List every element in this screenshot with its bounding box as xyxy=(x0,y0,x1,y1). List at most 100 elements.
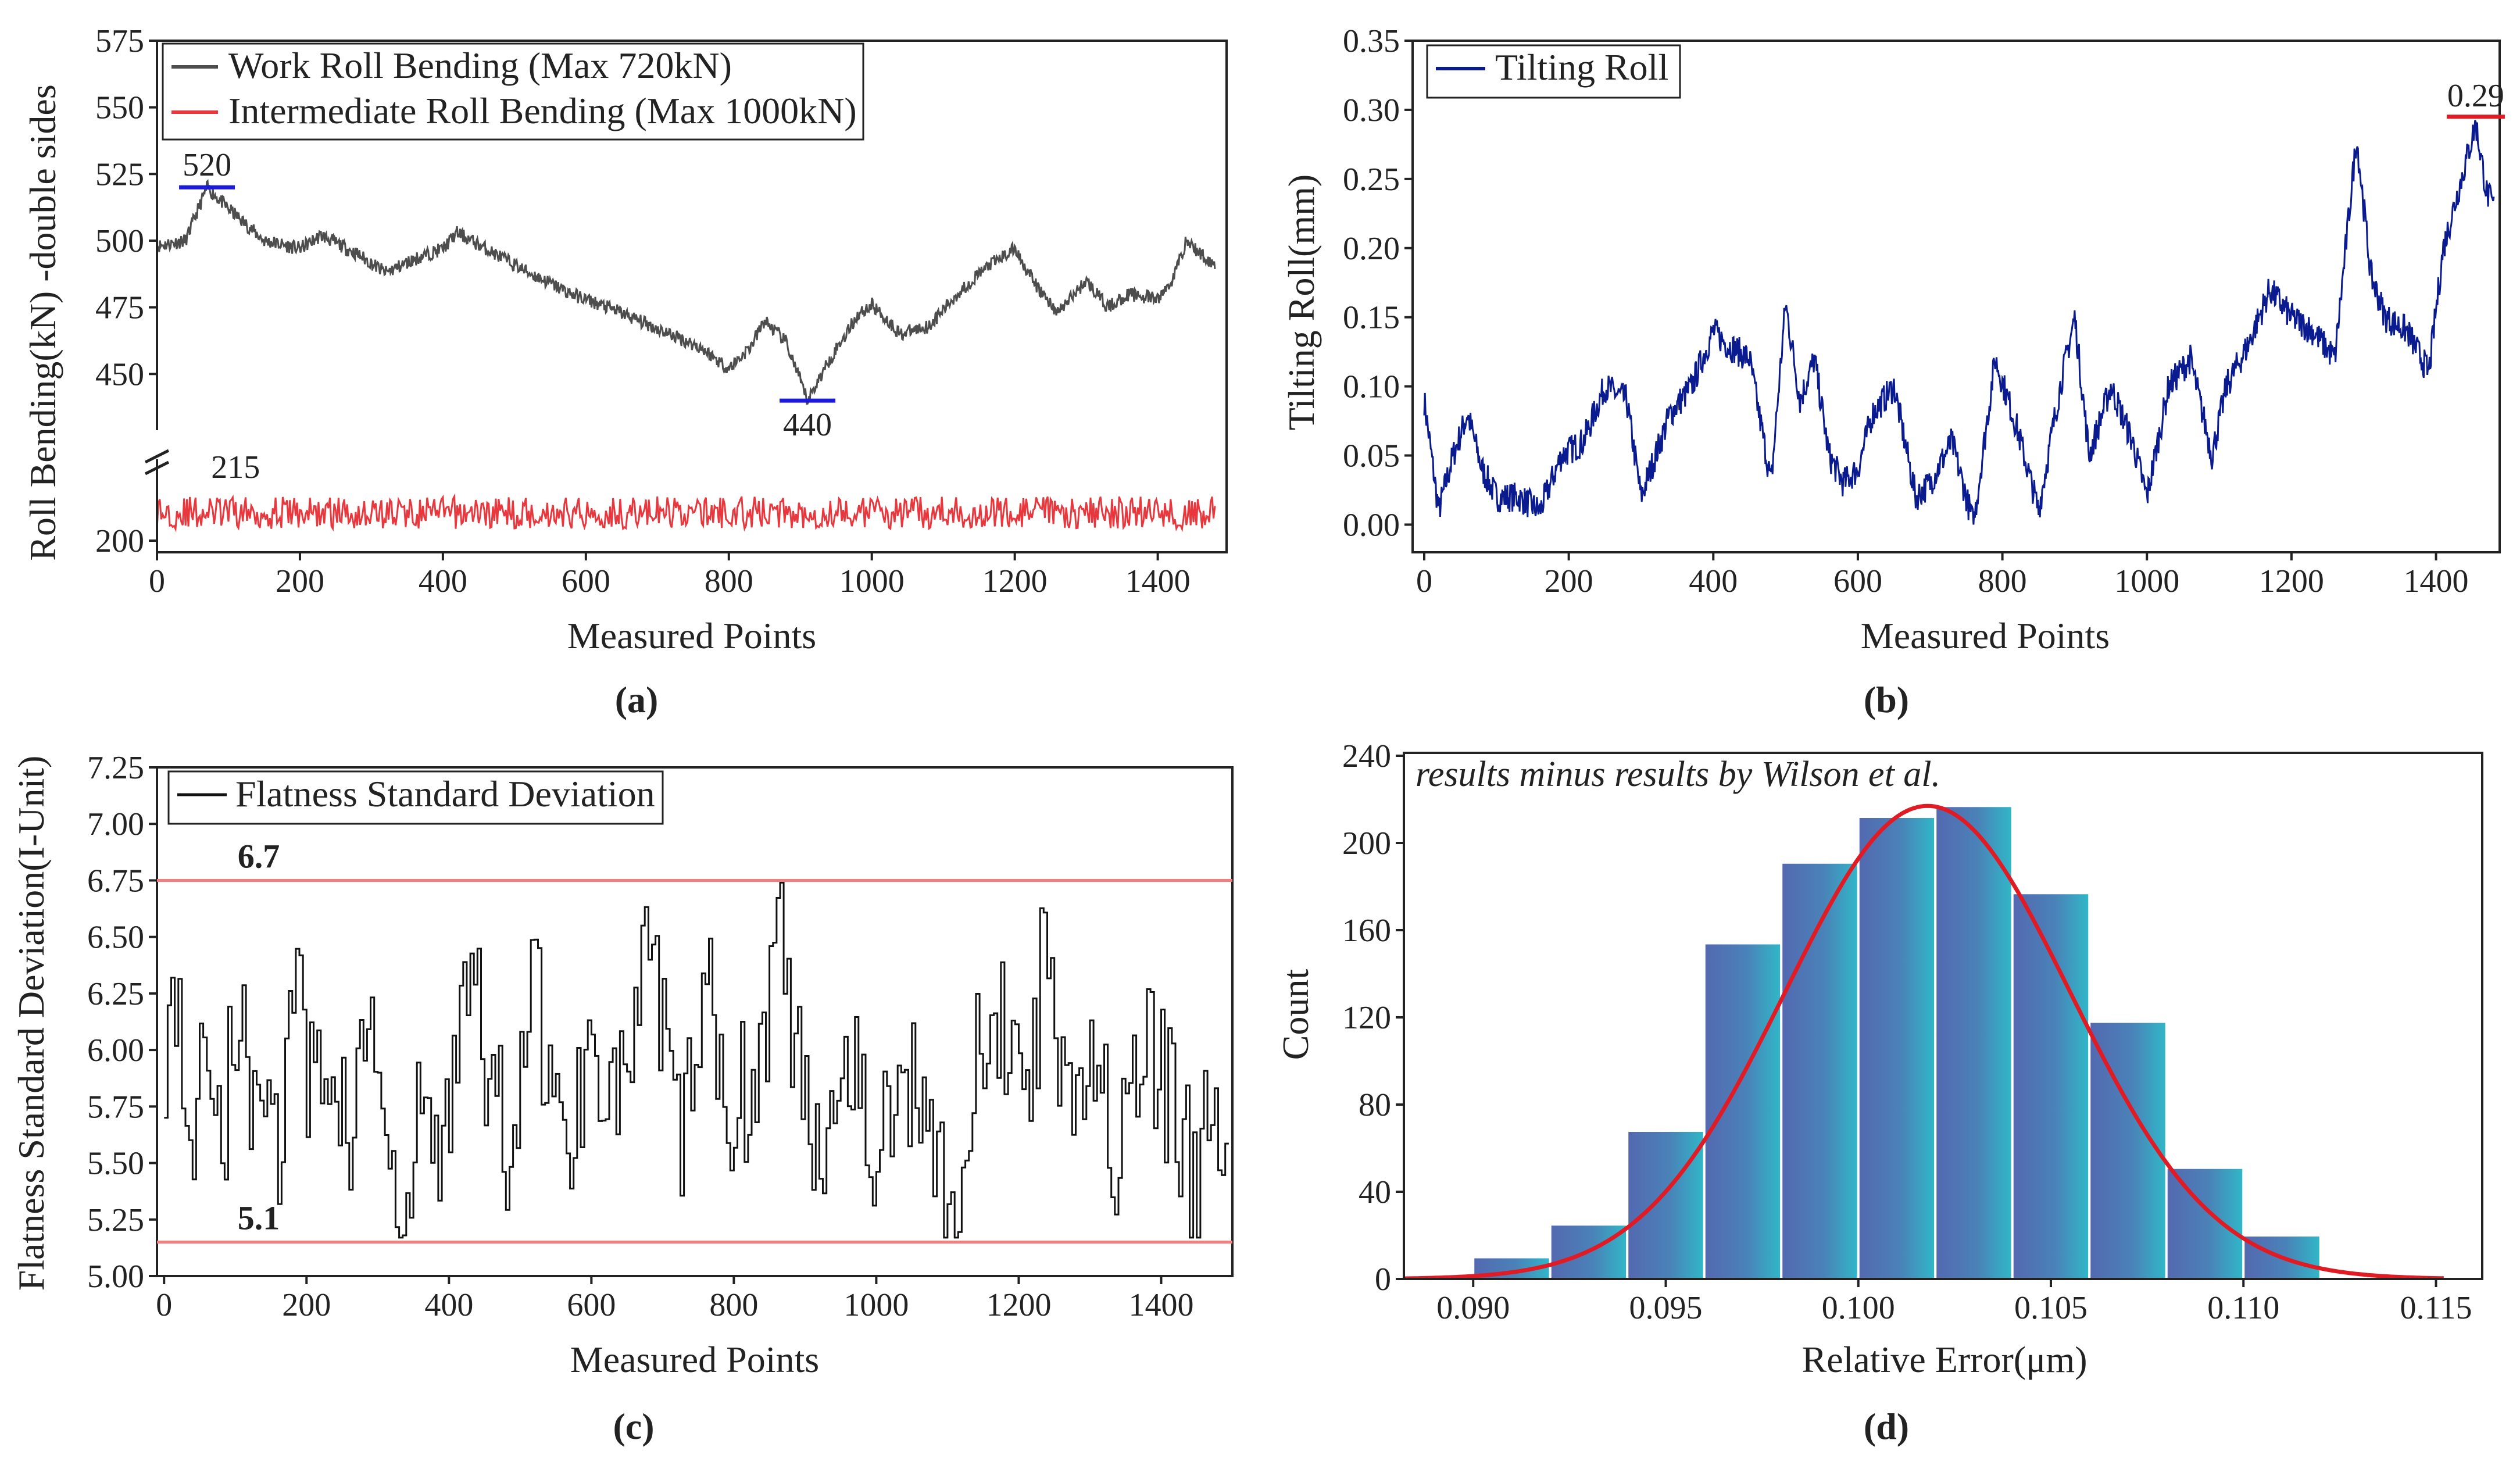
panel-d-xtick-label: 0.100 xyxy=(1822,1290,1895,1326)
panel-b-frame xyxy=(1411,40,2501,553)
panel-b-ylabel: Tilting Roll(mm) xyxy=(1281,174,1322,430)
histogram-bar xyxy=(2165,1166,2245,1279)
panel-a: 0 200 400 600 800 1000 1200 1400 45047550052555… xyxy=(22,23,1228,720)
panel-b-xtick-label: 400 xyxy=(1689,563,1738,599)
annotation-215: 215 xyxy=(211,449,260,485)
panel-a-xtick-label: 600 xyxy=(562,563,610,599)
panel-c-xtick-label: 400 xyxy=(424,1287,473,1323)
panel-d-xlabel: Relative Error(μm) xyxy=(1802,1339,2088,1380)
panel-a-xtick-label: 800 xyxy=(705,563,753,599)
panel-d-xtick-label: 0.105 xyxy=(2014,1290,2088,1326)
panel-d-frame xyxy=(1403,752,2483,1280)
panel-b-xtick-label: 800 xyxy=(1978,563,2027,599)
panel-c-legend: Flatness Standard Deviation xyxy=(167,770,664,825)
panel-a-legend: Work Roll Bending (Max 720kN) Intermedia… xyxy=(162,42,864,141)
panel-d-ytick-label: 40 xyxy=(1359,1174,1391,1210)
panel-c-ytick-label: 6.50 xyxy=(87,920,144,956)
legend-label-tilting-roll: Tilting Roll xyxy=(1495,47,1668,88)
panel-d-xtick-label: 0.115 xyxy=(2400,1290,2472,1326)
panel-d-label: (d) xyxy=(1864,1406,1909,1447)
panel-b-ytick-label: 0.05 xyxy=(1343,438,1400,474)
histogram-bar xyxy=(1780,861,1860,1279)
histogram-bar xyxy=(1857,816,1937,1279)
panel-c-xtick-label: 1400 xyxy=(1128,1287,1193,1323)
panel-a-xtick-label: 1000 xyxy=(839,563,905,599)
panel-a-xtick-label: 400 xyxy=(419,563,467,599)
series-work-roll-bending xyxy=(157,179,1216,405)
panel-c-label: (c) xyxy=(613,1406,654,1447)
panel-c-ytick-label: 5.75 xyxy=(87,1089,144,1125)
threshold-label-6.7: 6.7 xyxy=(238,837,280,875)
panel-c-xtick-label: 600 xyxy=(567,1287,616,1323)
histogram-bar xyxy=(2242,1234,2322,1279)
annotation-0.29: 0.29 xyxy=(2447,78,2504,114)
panel-a-ytick-label: 500 xyxy=(95,223,144,259)
panel-b-ytick-label: 0.00 xyxy=(1343,507,1400,543)
panel-b-ytick-label: 0.20 xyxy=(1343,231,1400,267)
panel-a-xtick-label: 200 xyxy=(276,563,324,599)
panel-d-xtick-label: 0.110 xyxy=(2207,1290,2279,1326)
panel-c-ytick-label: 7.00 xyxy=(87,806,144,842)
panel-c: 0 200 400 600 800 1000 1200 1400 5.00 5.25 5.50 5.… xyxy=(10,750,1234,1447)
series-flatness-std xyxy=(164,881,1229,1239)
panel-a-ytick-label: 200 xyxy=(95,523,144,559)
panel-a-label: (a) xyxy=(615,679,659,720)
panel-d-ylabel: Count xyxy=(1275,969,1316,1060)
panel-a-ylabel: Roll Bending(kN) -double sides xyxy=(22,84,63,560)
panel-c-ytick-label: 7.25 xyxy=(87,750,144,786)
panel-c-xtick-label: 0 xyxy=(156,1287,172,1323)
panel-c-ytick-label: 5.25 xyxy=(87,1202,144,1238)
panel-c-ytick-label: 6.25 xyxy=(87,976,144,1012)
panel-c-ytick-label: 5.00 xyxy=(87,1259,144,1295)
panel-c-xlabel: Measured Points xyxy=(570,1339,819,1380)
panel-c-xtick-label: 1000 xyxy=(843,1287,909,1323)
panel-a-xtick-label: 1200 xyxy=(982,563,1048,599)
panel-b-ytick-label: 0.30 xyxy=(1343,92,1400,128)
panel-c-ytick-label: 6.75 xyxy=(87,863,144,899)
panel-a-axis-break xyxy=(144,449,170,476)
panel-d-ytick-label: 160 xyxy=(1342,913,1391,949)
panel-b-xlabel: Measured Points xyxy=(1861,615,2110,656)
histogram-bar xyxy=(1626,1130,1706,1279)
panel-c-ytick-label: 5.50 xyxy=(87,1146,144,1182)
annotation-520: 520 xyxy=(183,147,231,183)
panel-b-xtick-label: 200 xyxy=(1545,563,1593,599)
panel-b-ytick-label: 0.10 xyxy=(1343,369,1400,405)
panel-a-ytick-label: 475 xyxy=(95,290,144,326)
panel-a-xtick-label: 0 xyxy=(149,563,165,599)
series-tilting-roll xyxy=(1423,120,2495,525)
panel-c-ylabel: Flatness Standard Deviation(I-Unit) xyxy=(10,756,52,1291)
panel-b-xtick-label: 600 xyxy=(1833,563,1882,599)
panel-d-xtick-label: 0.095 xyxy=(1629,1290,1703,1326)
panel-a-xtick-label: 1400 xyxy=(1125,563,1191,599)
panel-c-xtick-label: 200 xyxy=(282,1287,331,1323)
series-intermediate-roll-bending xyxy=(157,493,1216,533)
panel-c-xtick-label: 800 xyxy=(709,1287,758,1323)
panel-a-ytick-label: 575 xyxy=(95,23,144,59)
panel-d-ytick-label: 120 xyxy=(1342,1000,1391,1036)
panel-a-xlabel: Measured Points xyxy=(567,615,816,656)
panel-a-ytick-label: 525 xyxy=(95,156,144,192)
histogram-bar xyxy=(1703,942,1783,1279)
panel-d-ytick-label: 200 xyxy=(1342,826,1391,862)
panel-b-ytick-label: 0.15 xyxy=(1343,300,1400,336)
panel-b-xtick-label: 1400 xyxy=(2404,563,2469,599)
panel-d-ytick-label: 80 xyxy=(1359,1087,1391,1123)
panel-c-ytick-label: 6.00 xyxy=(87,1032,144,1069)
panel-d-ytick-label: 0 xyxy=(1375,1262,1391,1298)
panel-a-ytick-label: 450 xyxy=(95,356,144,392)
annotation-440: 440 xyxy=(783,407,832,443)
panel-a-frame xyxy=(156,40,1228,553)
panel-b-xtick-label: 0 xyxy=(1416,563,1432,599)
normal-fit-curve xyxy=(1404,803,2444,1279)
panel-b: 0 200 400 600 800 1000 1200 1400 0.00 0.05 0.10 0.… xyxy=(1281,23,2505,720)
panel-c-xtick-label: 1200 xyxy=(986,1287,1051,1323)
threshold-label-5.1: 5.1 xyxy=(238,1199,280,1237)
panel-b-xtick-label: 1200 xyxy=(2259,563,2324,599)
panel-b-ytick-label: 0.35 xyxy=(1343,23,1400,59)
panel-b-legend: Tilting Roll xyxy=(1426,44,1681,99)
panel-a-ytick-label: 550 xyxy=(95,90,144,126)
panel-d: 0.090 0.095 0.100 0.105 0.110 0.115 0 40 80 120 1… xyxy=(1275,738,2483,1447)
legend-label-intermediate-roll: Intermediate Roll Bending (Max 1000kN) xyxy=(228,90,857,131)
